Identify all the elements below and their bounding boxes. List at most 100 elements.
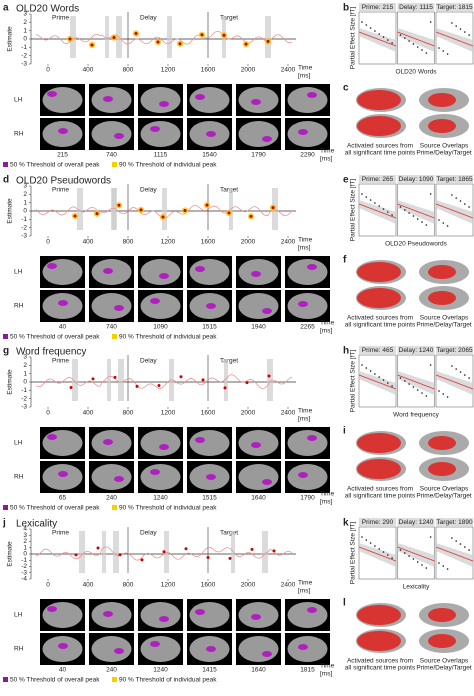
activation-blob <box>307 92 317 98</box>
header-box <box>436 3 473 11</box>
legend-label: 90 % Threshold of individual peak <box>119 162 217 169</box>
activation-blob <box>103 268 113 274</box>
scatter-point <box>378 548 381 550</box>
scatter-point <box>442 222 445 224</box>
scatter-point <box>382 551 385 553</box>
fit-line <box>397 546 435 562</box>
time-label: Time <box>298 408 313 415</box>
brain-time-label: 1515 <box>202 495 217 502</box>
panel-title: Lexicality <box>16 519 57 530</box>
scatter-point <box>408 383 410 385</box>
brain <box>140 464 181 490</box>
y-tick-label: -1 <box>21 44 27 51</box>
brain <box>42 87 83 113</box>
activation-blob <box>298 129 308 135</box>
brain <box>140 293 181 319</box>
panel-letter: e <box>343 175 349 186</box>
x-tick-label: 0 <box>46 582 50 589</box>
scatter-point <box>365 367 368 369</box>
scatter-point <box>416 46 419 48</box>
scatter-point <box>425 224 428 226</box>
significant-peak <box>140 558 144 562</box>
source-caption: Source Overlaps <box>420 143 469 150</box>
panel-letter: f <box>343 255 347 266</box>
activation-blob <box>47 606 57 612</box>
significant-peak <box>184 547 188 551</box>
y-tick-label: 2 <box>23 538 27 545</box>
confidence-band <box>436 543 473 567</box>
scatter-point <box>446 396 449 398</box>
scatter-point <box>369 542 372 544</box>
activation-blob <box>58 643 68 649</box>
scatter-point <box>378 205 381 207</box>
scatter-point <box>468 34 470 36</box>
x-tick-label: 2400 <box>281 582 296 589</box>
scatter-point <box>361 193 363 195</box>
fit-line <box>358 374 397 390</box>
activation-blob <box>206 646 216 652</box>
brain <box>91 464 132 490</box>
header-box <box>397 3 435 11</box>
brain-time-label: 1415 <box>202 667 217 674</box>
brain-time-label: 240 <box>106 667 117 674</box>
scatter-point <box>387 382 389 384</box>
scatter-point <box>412 215 415 217</box>
significant-peak <box>69 385 73 389</box>
y-tick-label: 3 <box>23 354 27 361</box>
hemisphere-label: LH <box>14 612 23 619</box>
fit-line <box>358 31 397 47</box>
activation-blob <box>262 651 272 657</box>
brain <box>140 602 181 628</box>
significant-peak <box>244 42 248 46</box>
brain-time-label-title: Time <box>320 320 335 327</box>
activation-blob <box>114 476 124 482</box>
x-axis-label: OLD20 Words <box>395 69 437 76</box>
y-tick-label: -1 <box>21 557 27 564</box>
scatter-point <box>451 194 453 196</box>
source-overlay <box>357 605 401 625</box>
scatter-point <box>374 202 376 204</box>
scatter-point <box>468 206 470 208</box>
y-tick-label: 3 <box>23 532 27 539</box>
header-box <box>359 518 396 526</box>
scatter-point <box>429 536 432 538</box>
activation-blob <box>58 300 68 306</box>
scatter-point <box>442 565 445 567</box>
brain-time-label: 1790 <box>251 152 266 159</box>
brain-time-unit: [ms] <box>320 671 332 678</box>
hemisphere-label: RH <box>14 303 24 310</box>
source-caption: Activated sources from <box>347 486 413 493</box>
y-tick-label: -1 <box>21 387 27 394</box>
y-tick-label: -2 <box>21 52 27 59</box>
x-tick-label: 2000 <box>241 67 256 74</box>
significant-peak <box>74 553 78 557</box>
scatter-point <box>468 549 470 551</box>
scatter-point <box>365 539 368 541</box>
scatter-point <box>421 564 423 566</box>
brain-time-label: 740 <box>106 324 117 331</box>
brain <box>42 259 83 285</box>
activation-blob <box>150 469 160 475</box>
effect-header: Prime: 465 <box>362 347 394 354</box>
scatter-point <box>361 536 363 538</box>
scatter-point <box>464 31 466 33</box>
x-tick-label: 1600 <box>201 582 216 589</box>
scatter-point <box>391 214 393 216</box>
activation-blob <box>150 298 160 304</box>
x-tick-label: 800 <box>123 67 134 74</box>
scatter-point <box>455 197 458 199</box>
y-tick-label: -4 <box>21 576 27 583</box>
scatter-point <box>425 395 428 397</box>
legend-label: 90 % Threshold of individual peak <box>119 505 217 512</box>
scatter-point <box>442 50 445 52</box>
scatter-point <box>468 377 470 379</box>
scatter-point <box>438 219 440 221</box>
scatter-point <box>387 39 389 41</box>
significant-peak <box>205 203 209 207</box>
scatter-point <box>446 225 449 227</box>
legend-label: 50 % Threshold of overall peak <box>10 505 100 512</box>
scatter-point <box>404 380 406 382</box>
y-tick-label: 1 <box>23 27 27 34</box>
y-tick-label: -3 <box>21 569 27 576</box>
y-tick-label: 0 <box>23 551 27 558</box>
